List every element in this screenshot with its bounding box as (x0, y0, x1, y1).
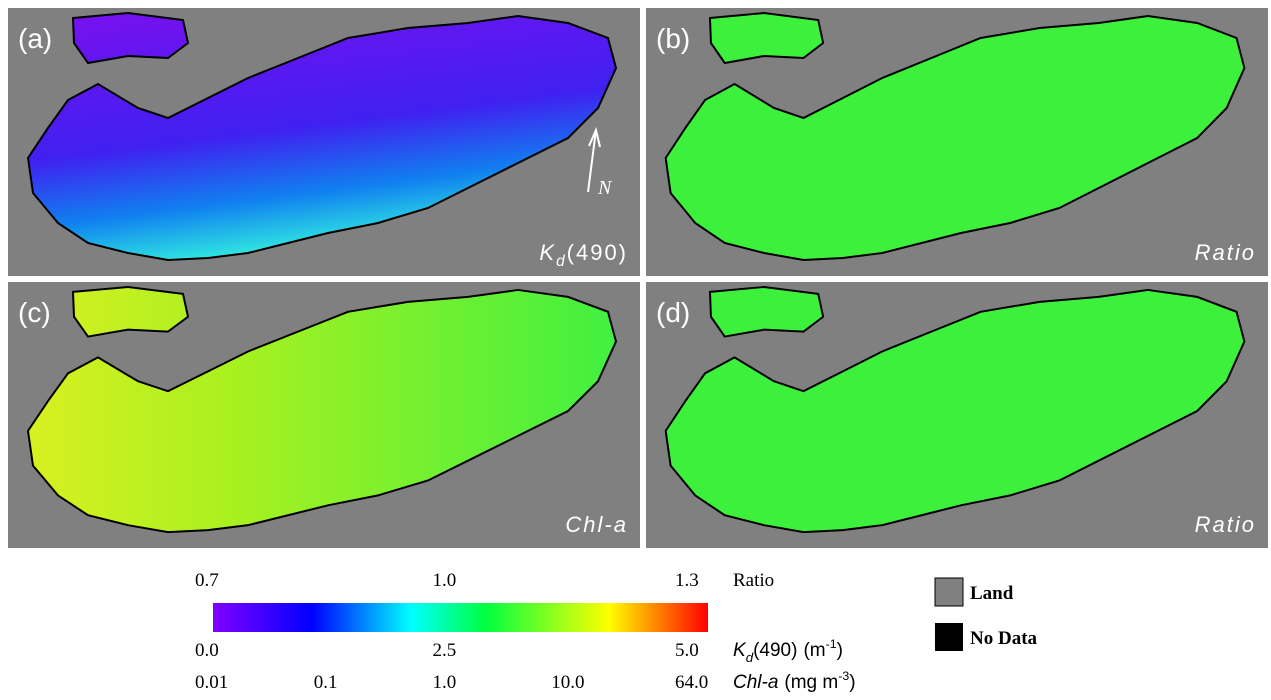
label-sub: d (556, 253, 567, 270)
label: Kd(490) (733, 640, 797, 665)
label-rest: ) (837, 640, 843, 661)
colorbar-tick-label: 0.01 (195, 672, 228, 693)
colorbar-tick-label: 1.0 (433, 672, 457, 693)
label: Ratio (733, 570, 774, 591)
label-sup: -1 (826, 637, 837, 651)
label-rest: (490) (753, 640, 797, 661)
label: Chl-a (565, 512, 628, 537)
colorbar-tick-label: 0.1 (314, 672, 338, 693)
legend-label: Land (970, 583, 1014, 604)
map-panel: (c) Chl-a (8, 282, 640, 548)
colorbar-tick-label: 5.0 (675, 640, 699, 661)
label-main: (mg m (784, 672, 838, 693)
label-sup: -3 (838, 669, 849, 683)
label-main: (m (803, 640, 825, 661)
north-arrow (587, 126, 601, 193)
colorbar-tick-label: 0.0 (195, 640, 219, 661)
label-rest: ) (849, 672, 855, 693)
label-main: K (733, 640, 747, 661)
label-main: Chl-a (733, 672, 778, 693)
label: Chl-a (733, 672, 778, 693)
colorbar-tick-label: 10.0 (551, 672, 584, 693)
map-panel: (b) Ratio (646, 8, 1268, 276)
map-panel: (a) Kd(490) (8, 8, 640, 276)
label: Ratio (1195, 512, 1256, 537)
legend-swatch-land (934, 577, 964, 607)
north-label: N (597, 177, 613, 199)
label-main: K (539, 240, 556, 265)
colorbar-tick-label: 0.7 (195, 570, 219, 591)
label: Ratio (1195, 240, 1256, 265)
panel-letter: (c) (18, 297, 51, 328)
colorbar-tick-label: 1.0 (433, 570, 457, 591)
label: Kd(490) (539, 240, 628, 270)
label: (mg m-3) (784, 669, 855, 693)
colorbar-tick-label: 1.3 (675, 570, 699, 591)
colorbar-tick-label: 2.5 (433, 640, 457, 661)
colorbar-tick-label: 64.0 (675, 672, 708, 693)
legend-swatch-nodata (935, 623, 963, 651)
panel-letter: (a) (18, 23, 52, 54)
colorbar (213, 603, 708, 632)
panel-letter: (b) (656, 23, 690, 54)
label: (m-1) (803, 637, 842, 661)
label-rest: (490) (567, 240, 628, 265)
label-sub: d (746, 650, 754, 665)
map-panel: (d) Ratio (646, 282, 1268, 548)
legend-label: No Data (970, 628, 1038, 649)
panel-letter: (d) (656, 297, 690, 328)
